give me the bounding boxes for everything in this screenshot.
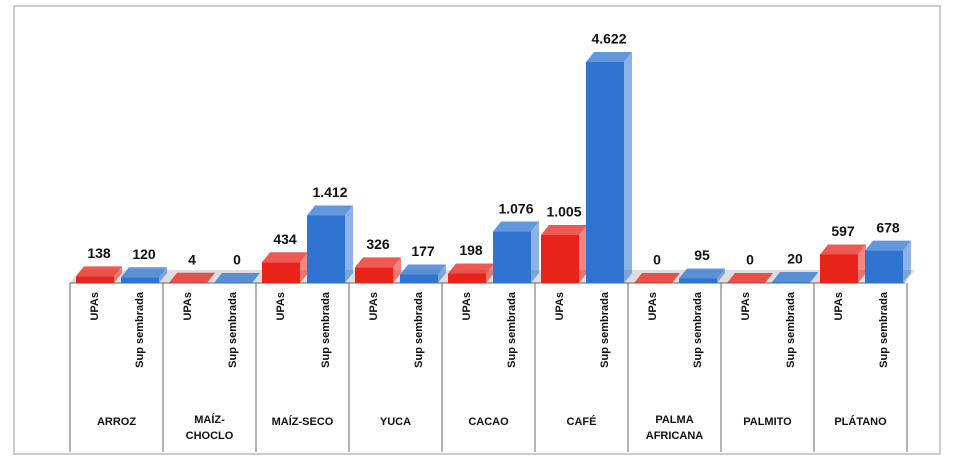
bar-side — [624, 52, 632, 283]
value-label: 4 — [188, 252, 196, 268]
bar — [586, 62, 624, 283]
series-label: Sup sembrada — [599, 291, 611, 368]
bar — [679, 278, 717, 283]
series-label: Sup sembrada — [692, 291, 704, 368]
value-label: 95 — [694, 247, 710, 263]
series-label: UPAs — [89, 292, 101, 321]
series-label: UPAs — [647, 292, 659, 321]
series-label: UPAs — [461, 292, 473, 321]
value-label: 120 — [132, 246, 156, 262]
value-label: 4.622 — [591, 31, 626, 47]
bar — [541, 234, 579, 283]
bar — [493, 231, 531, 283]
bar-top — [493, 221, 539, 232]
bar — [400, 274, 438, 283]
bar-top — [820, 244, 866, 255]
category-label: CAFÉ — [567, 415, 597, 428]
frame — [13, 5, 941, 455]
bar — [355, 267, 393, 283]
bar-top — [262, 252, 308, 263]
bar-top — [865, 240, 911, 251]
series-label: Sup sembrada — [878, 291, 890, 368]
bar-top — [400, 264, 446, 275]
value-label: 0 — [653, 252, 661, 268]
bar-side — [114, 266, 122, 283]
bar-top — [448, 263, 494, 274]
series-label: UPAs — [554, 292, 566, 321]
category-label: PLÁTANO — [834, 415, 887, 428]
bar-side — [903, 240, 911, 283]
value-label: 678 — [876, 219, 900, 235]
bar-side — [858, 244, 866, 283]
series-label: UPAs — [833, 292, 845, 321]
bar-top — [727, 273, 773, 283]
value-label: 0 — [746, 252, 754, 268]
category-label: YUCA — [380, 416, 411, 428]
category-label: MAÍZ-CHOCLO — [186, 413, 234, 442]
bar-side — [207, 272, 215, 283]
series-label: Sup sembrada — [227, 291, 239, 368]
bar-side — [717, 268, 725, 283]
bar-top — [679, 268, 725, 279]
series-label: Sup sembrada — [506, 291, 518, 368]
series-label: UPAs — [182, 292, 194, 321]
series-label: Sup sembrada — [785, 291, 797, 368]
bar-top — [169, 272, 215, 283]
bar-top — [772, 272, 818, 283]
category-label: PALMA AFRICANA — [646, 414, 703, 442]
bar-top — [355, 257, 401, 268]
bar — [772, 282, 810, 283]
value-label: 1.076 — [498, 200, 533, 216]
bar-top — [76, 266, 122, 277]
bar-side — [486, 263, 494, 283]
bar-top — [634, 273, 680, 283]
bar-side — [393, 257, 401, 283]
category-label: CACAO — [468, 416, 509, 428]
series-label: Sup sembrada — [320, 291, 332, 368]
bar — [121, 277, 159, 283]
category-label: PALMITO — [743, 416, 792, 428]
bar-side — [300, 252, 308, 283]
series-label: UPAs — [740, 292, 752, 321]
series-label: UPAs — [275, 292, 287, 321]
value-label: 0 — [233, 252, 241, 268]
bar-side — [810, 272, 818, 283]
bar-top — [541, 224, 587, 235]
value-label: 138 — [87, 245, 111, 261]
bar-top — [121, 267, 167, 278]
bar-side — [345, 205, 353, 283]
series-label: UPAs — [368, 292, 380, 321]
bar — [448, 273, 486, 283]
value-label: 1.412 — [312, 184, 347, 200]
bar-side — [159, 267, 167, 283]
bar — [76, 276, 114, 283]
bar — [262, 262, 300, 283]
value-label: 198 — [459, 242, 483, 258]
bar-side — [579, 224, 587, 283]
category-label: ARROZ — [97, 416, 136, 428]
value-label: 1.005 — [546, 204, 581, 220]
series-label: Sup sembrada — [413, 291, 425, 368]
bar — [307, 215, 345, 283]
value-label: 177 — [411, 243, 435, 259]
value-label: 434 — [273, 231, 297, 247]
value-label: 326 — [366, 236, 390, 252]
bar-side — [531, 221, 539, 283]
bar-side — [438, 264, 446, 283]
bar-top — [586, 52, 632, 62]
series-label: Sup sembrada — [134, 291, 146, 368]
bar-top — [214, 273, 260, 283]
value-label: 20 — [787, 251, 803, 267]
value-label: 597 — [831, 223, 855, 239]
category-label: MAÍZ-SECO — [272, 415, 334, 428]
bar — [820, 254, 858, 283]
bar — [865, 250, 903, 283]
bar-top — [307, 205, 353, 216]
